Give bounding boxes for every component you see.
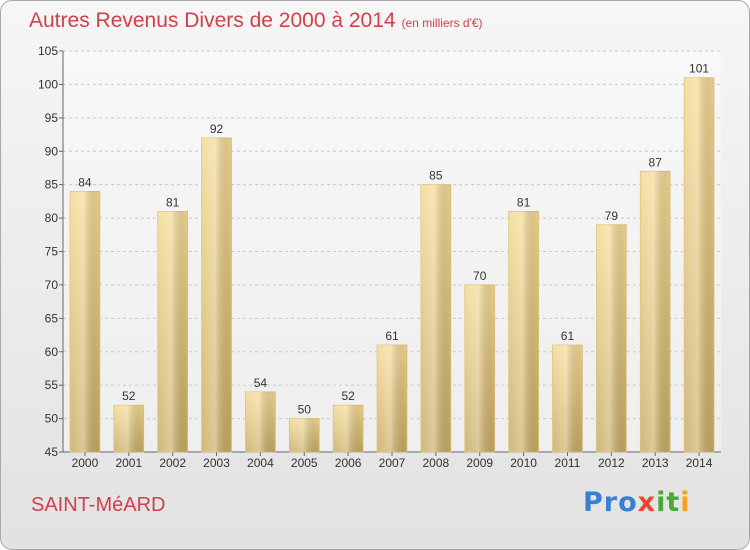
- x-tick-label-2003: 2003: [203, 456, 230, 470]
- x-tick-label-2001: 2001: [115, 456, 142, 470]
- chart-title: Autres Revenus Divers de 2000 à 2014 (en …: [29, 9, 483, 33]
- y-tick-label: 70: [45, 278, 59, 292]
- data-label-2007: 61: [385, 329, 399, 343]
- y-tick-label: 65: [45, 311, 59, 325]
- proxiti-logo[interactable]: Proxiti: [583, 487, 691, 518]
- data-label-2014: 101: [689, 62, 709, 76]
- data-label-2003: 92: [210, 122, 224, 136]
- data-label-2009: 70: [473, 269, 487, 283]
- x-tick-label-2012: 2012: [598, 456, 625, 470]
- y-tick-label: 50: [45, 412, 59, 426]
- bar-shine-2013: [640, 171, 671, 453]
- data-label-2012: 79: [605, 209, 619, 223]
- y-tick-label: 85: [45, 178, 59, 192]
- y-tick-label: 90: [45, 144, 59, 158]
- x-tick-label-2008: 2008: [423, 456, 450, 470]
- x-tick-label-2002: 2002: [159, 456, 186, 470]
- x-tick-label-2006: 2006: [335, 456, 362, 470]
- bar-shine-2002: [157, 211, 188, 452]
- logo-part-1: Pro: [583, 487, 638, 518]
- x-tick-label-2011: 2011: [555, 456, 581, 470]
- bar-shine-2010: [508, 211, 539, 452]
- y-tick-label: 105: [38, 44, 58, 58]
- bar-shine-2014: [684, 77, 714, 452]
- y-tick-label: 60: [45, 345, 59, 359]
- chart-title-text: Autres Revenus Divers de 2000 à 2014: [29, 9, 396, 32]
- bar-shine-2008: [420, 184, 451, 452]
- logo-part-2: x: [637, 487, 657, 518]
- bar-shine-2006: [333, 405, 364, 452]
- x-tick-label-2009: 2009: [466, 456, 493, 470]
- bar-shine-2009: [464, 284, 495, 452]
- y-tick-label: 75: [45, 245, 59, 259]
- bar-shine-2011: [552, 345, 583, 452]
- data-label-2001: 52: [122, 389, 136, 403]
- city-name: SAINT-MéARD: [31, 494, 166, 516]
- data-label-2006: 52: [341, 389, 355, 403]
- x-tick-label-2007: 2007: [379, 456, 406, 470]
- data-label-2002: 81: [166, 195, 180, 209]
- y-tick-label: 45: [45, 445, 59, 459]
- data-label-2004: 54: [254, 376, 268, 390]
- data-label-2000: 84: [78, 175, 92, 189]
- y-tick-label: 80: [45, 211, 59, 225]
- data-label-2005: 50: [298, 403, 312, 417]
- bar-shine-2005: [289, 418, 320, 452]
- chart-unit: (en milliers d'€): [401, 16, 483, 30]
- data-label-2011: 61: [561, 329, 575, 343]
- bar-shine-2000: [70, 191, 100, 452]
- bar-layer: [69, 77, 715, 453]
- bar-shine-2001: [113, 405, 144, 452]
- x-tick-label-2013: 2013: [642, 456, 669, 470]
- y-tick-label: 95: [45, 111, 59, 125]
- bar-shine-2004: [245, 391, 276, 452]
- label-layer: 84 52 81 92 54 50 52 61 85 70 81 61 79 87 101: [78, 62, 709, 417]
- x-tick-label-2005: 2005: [291, 456, 318, 470]
- bar-shine-2007: [377, 345, 407, 452]
- bar-shine-2012: [596, 224, 627, 452]
- data-label-2010: 81: [517, 195, 531, 209]
- data-label-2013: 87: [649, 155, 663, 169]
- data-label-2008: 85: [429, 169, 443, 183]
- logo-part-3: it: [656, 487, 681, 518]
- y-tick-label: 55: [45, 378, 59, 392]
- x-tick-label-2014: 2014: [686, 456, 713, 470]
- x-tick-label-2010: 2010: [510, 456, 537, 470]
- x-tick-label-2000: 2000: [72, 456, 99, 470]
- axis-layer: 45 50 55 60 65 70 75 80 85 90 95 100 105 2000 2001 2002…: [38, 44, 721, 470]
- y-tick-label: 100: [38, 77, 58, 91]
- x-tick-label-2004: 2004: [247, 456, 274, 470]
- logo-part-4: i: [680, 487, 691, 518]
- bar-shine-2003: [201, 137, 232, 452]
